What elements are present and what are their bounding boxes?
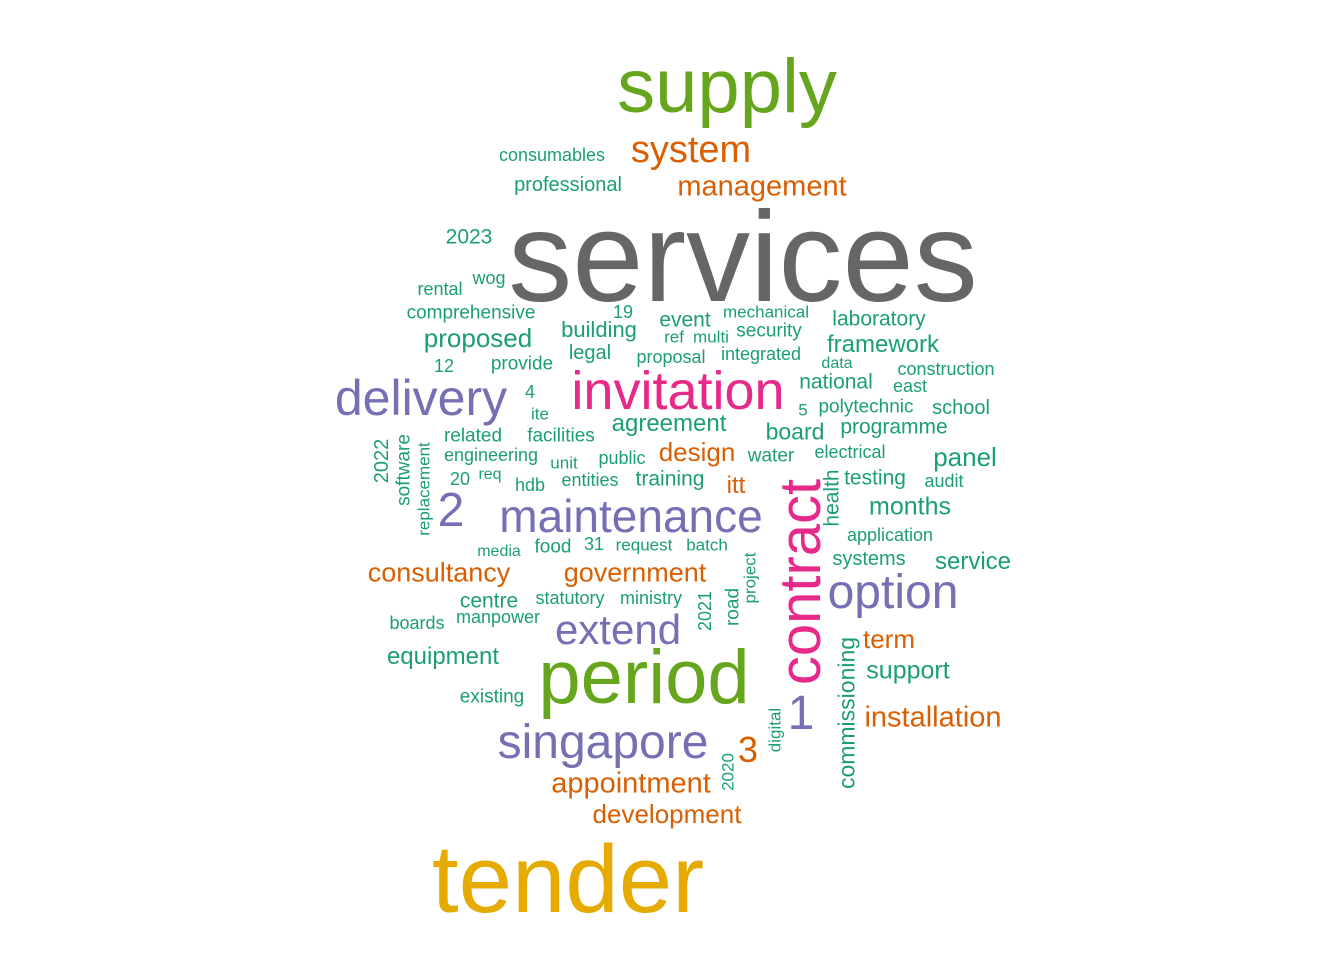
word: 2 bbox=[437, 484, 465, 537]
word: panel bbox=[933, 442, 997, 472]
word: testing bbox=[844, 466, 906, 490]
word: government bbox=[563, 557, 707, 588]
word: months bbox=[869, 492, 951, 521]
word: consumables bbox=[498, 145, 606, 165]
word: 12 bbox=[433, 356, 455, 376]
word: appointment bbox=[551, 767, 711, 800]
word: management bbox=[677, 170, 847, 203]
word: 1 bbox=[787, 687, 815, 740]
word: 20 bbox=[449, 469, 471, 489]
word: laboratory bbox=[832, 307, 926, 331]
word: ite bbox=[531, 404, 549, 424]
word: 2022 bbox=[371, 438, 393, 484]
word: polytechnic bbox=[818, 396, 914, 418]
word: school bbox=[932, 397, 990, 419]
word: application bbox=[846, 525, 934, 545]
word: training bbox=[635, 467, 705, 491]
word: software bbox=[393, 434, 415, 506]
word: system bbox=[630, 129, 752, 171]
word: unit bbox=[550, 453, 578, 473]
word: multi bbox=[693, 327, 729, 347]
word: hdb bbox=[514, 475, 546, 495]
word: 4 bbox=[524, 382, 536, 402]
word: security bbox=[736, 320, 802, 342]
word: facilities bbox=[527, 425, 595, 447]
word: comprehensive bbox=[406, 302, 536, 324]
word: food bbox=[534, 536, 572, 558]
word: event bbox=[659, 308, 711, 332]
word: programme bbox=[840, 415, 948, 439]
word: 2023 bbox=[445, 225, 493, 249]
word: 5 bbox=[798, 400, 808, 420]
word: commissioning bbox=[833, 636, 860, 790]
word: request bbox=[615, 535, 673, 555]
word: entities bbox=[561, 470, 619, 490]
word: maintenance bbox=[499, 490, 763, 542]
word: digital bbox=[765, 707, 785, 753]
word: consultancy bbox=[367, 557, 511, 588]
word: agreement bbox=[611, 410, 727, 437]
word: 2020 bbox=[718, 753, 738, 791]
word: proposal bbox=[636, 347, 706, 367]
word: project bbox=[740, 552, 760, 604]
word: existing bbox=[459, 686, 525, 708]
word: professional bbox=[514, 174, 622, 196]
word: delivery bbox=[334, 370, 508, 426]
word: manpower bbox=[455, 607, 541, 627]
word: national bbox=[799, 370, 873, 394]
word: development bbox=[592, 799, 742, 829]
word: mechanical bbox=[723, 302, 809, 322]
word: audit bbox=[924, 471, 964, 491]
word: electrical bbox=[814, 442, 886, 462]
word: integrated bbox=[720, 344, 802, 364]
word: ministry bbox=[620, 588, 682, 608]
word: supply bbox=[617, 44, 837, 129]
word: centre bbox=[459, 589, 519, 613]
word: tender bbox=[431, 826, 705, 933]
word: 19 bbox=[612, 302, 634, 322]
word: invitation bbox=[571, 361, 785, 421]
word: boards bbox=[389, 613, 445, 633]
word: legal bbox=[568, 342, 612, 364]
word: health bbox=[820, 469, 844, 527]
word: statutory bbox=[535, 588, 605, 608]
word: batch bbox=[686, 535, 728, 555]
word: extend bbox=[554, 606, 682, 653]
word: proposed bbox=[423, 323, 533, 353]
word: engineering bbox=[443, 445, 539, 465]
word: rental bbox=[417, 279, 463, 299]
word: equipment bbox=[386, 643, 500, 670]
word: framework bbox=[826, 331, 940, 358]
word: service bbox=[934, 548, 1012, 575]
word: 3 bbox=[737, 729, 759, 770]
word: public bbox=[598, 448, 646, 468]
word: design bbox=[658, 437, 736, 467]
word: 31 bbox=[583, 534, 605, 554]
word: term bbox=[863, 624, 915, 654]
word: replacement bbox=[414, 442, 434, 536]
word: ref bbox=[664, 327, 684, 347]
word: water bbox=[747, 445, 795, 467]
word: itt bbox=[726, 472, 746, 499]
word: construction bbox=[897, 359, 995, 379]
word: wog bbox=[472, 268, 506, 288]
word: building bbox=[561, 317, 637, 342]
word: related bbox=[443, 425, 503, 447]
word: singapore bbox=[497, 716, 709, 769]
word: services bbox=[508, 186, 978, 329]
word: installation bbox=[864, 701, 1002, 734]
word: 2021 bbox=[695, 590, 715, 632]
word: support bbox=[866, 656, 950, 685]
word: data bbox=[821, 355, 853, 372]
word: east bbox=[892, 376, 928, 396]
word: media bbox=[477, 543, 521, 560]
word: req bbox=[478, 466, 502, 483]
word: provide bbox=[490, 353, 554, 375]
word: board bbox=[765, 418, 825, 445]
word: period bbox=[538, 635, 750, 720]
word: systems bbox=[832, 548, 906, 570]
word: option bbox=[827, 566, 959, 619]
word: road bbox=[722, 587, 744, 627]
